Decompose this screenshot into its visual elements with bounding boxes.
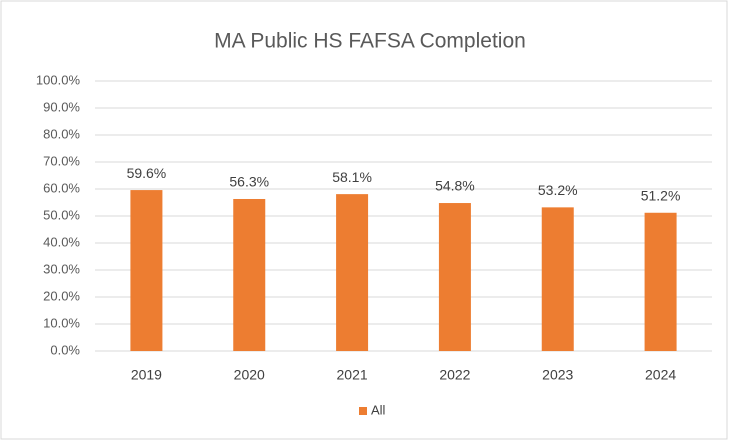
chart-title: MA Public HS FAFSA Completion bbox=[214, 30, 526, 53]
bar bbox=[644, 212, 677, 351]
y-tick-label: 50.0% bbox=[43, 207, 80, 222]
legend-swatch bbox=[359, 407, 367, 415]
data-label: 51.2% bbox=[641, 187, 681, 203]
bar bbox=[438, 203, 471, 351]
y-tick-label: 90.0% bbox=[43, 99, 80, 114]
x-tick-label: 2023 bbox=[542, 367, 573, 383]
data-label: 53.2% bbox=[538, 182, 578, 198]
legend-label: All bbox=[371, 402, 386, 417]
y-tick-label: 100.0% bbox=[36, 72, 81, 87]
y-tick-label: 30.0% bbox=[43, 261, 80, 276]
bar bbox=[233, 198, 266, 351]
x-tick-label: 2020 bbox=[234, 367, 265, 383]
y-tick-label: 70.0% bbox=[43, 153, 80, 168]
y-tick-label: 0.0% bbox=[50, 342, 80, 357]
y-tick-label: 20.0% bbox=[43, 288, 80, 303]
y-tick-label: 80.0% bbox=[43, 126, 80, 141]
y-tick-label: 40.0% bbox=[43, 234, 80, 249]
data-label: 54.8% bbox=[435, 178, 475, 194]
x-tick-label: 2024 bbox=[645, 367, 676, 383]
bar bbox=[336, 194, 369, 351]
y-tick-label: 10.0% bbox=[43, 315, 80, 330]
x-tick-label: 2019 bbox=[131, 367, 162, 383]
x-tick-label: 2022 bbox=[439, 367, 470, 383]
y-tick-label: 60.0% bbox=[43, 180, 80, 195]
data-label: 59.6% bbox=[127, 165, 167, 181]
x-tick-label: 2021 bbox=[337, 367, 368, 383]
data-label: 56.3% bbox=[229, 174, 269, 190]
bar bbox=[541, 207, 574, 351]
data-label: 58.1% bbox=[332, 169, 372, 185]
bar bbox=[130, 190, 163, 351]
